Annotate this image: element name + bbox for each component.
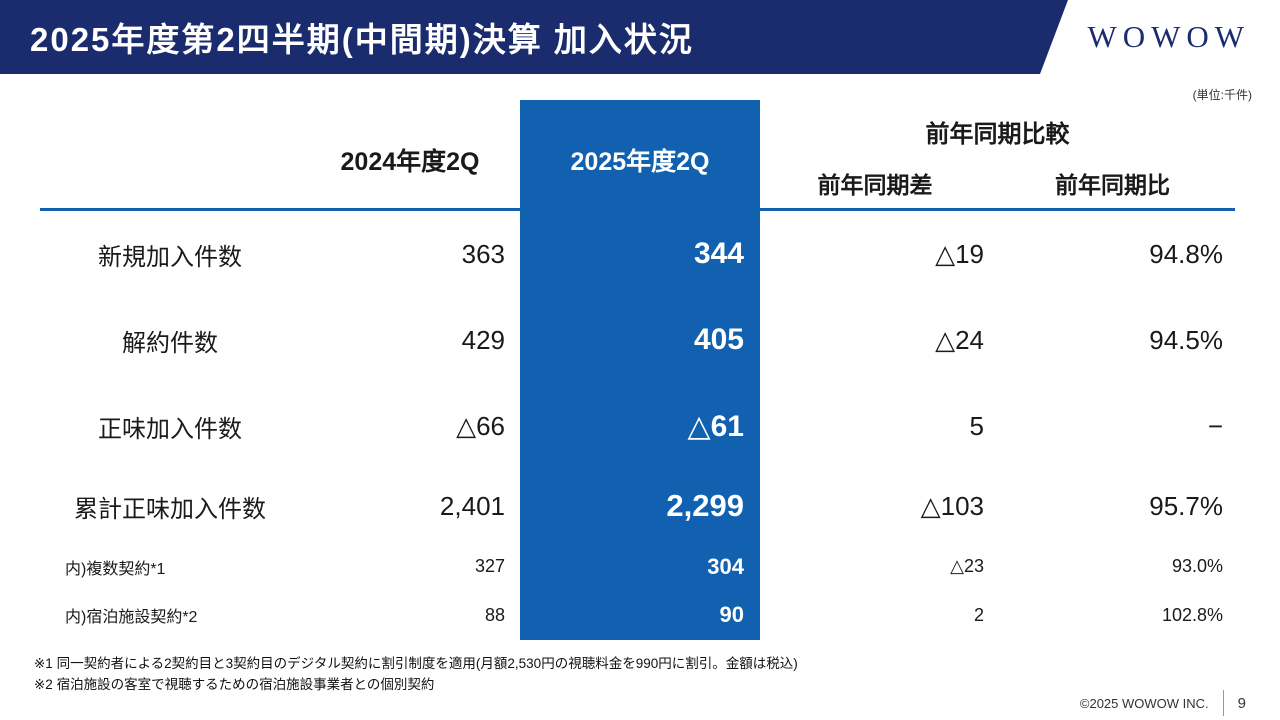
value-yoy-diff: △19 bbox=[935, 238, 984, 269]
value-2025: 405 bbox=[520, 297, 760, 383]
value-yoy-ratio: 95.7% bbox=[1149, 490, 1223, 521]
header-divider-line bbox=[40, 208, 1235, 211]
table-row: 内)複数契約*1 327 304 △23 93.0% bbox=[40, 543, 1235, 590]
row-label: 累計正味加入件数 bbox=[74, 495, 266, 523]
value-yoy-ratio: 94.8% bbox=[1149, 238, 1223, 269]
row-label: 解約件数 bbox=[122, 329, 218, 357]
unit-note: (単位:千件) bbox=[1192, 88, 1252, 102]
header-yoy-subrow: 前年同期差 前年同期比 bbox=[760, 166, 1235, 208]
header-yoy-ratio: 前年同期比 bbox=[1055, 172, 1170, 198]
footnotes: ※1 同一契約者による2契約目と3契約目のデジタル契約に割引制度を適用(月額2,… bbox=[34, 653, 798, 695]
table-header-row: 2024年度2Q 2025年度2Q 前年同期比較 前年同期差 前年同期比 bbox=[40, 100, 1235, 208]
value-yoy-ratio: 94.5% bbox=[1149, 324, 1223, 355]
row-label: 内)複数契約*1 bbox=[65, 560, 166, 578]
table-row: 新規加入件数 363 344 △19 94.8% bbox=[40, 211, 1235, 297]
value-yoy-ratio: − bbox=[1207, 410, 1223, 441]
value-yoy-ratio: 102.8% bbox=[1161, 604, 1223, 625]
value-yoy-diff: 5 bbox=[969, 410, 984, 441]
value-2025: 2,299 bbox=[520, 469, 760, 543]
header-empty-cell bbox=[40, 100, 300, 208]
value-2024: 88 bbox=[484, 604, 505, 625]
header-yoy-group: 前年同期比較 bbox=[925, 121, 1070, 148]
page-number: 9 bbox=[1237, 694, 1246, 712]
header-yoy-diff: 前年同期差 bbox=[817, 172, 933, 198]
table-row: 内)宿泊施設契約*2 88 90 2 102.8% bbox=[40, 590, 1235, 640]
copyright-text: ©2025 WOWOW INC. bbox=[1079, 695, 1209, 711]
table-row: 正味加入件数 △66 △61 5 − bbox=[40, 383, 1235, 469]
row-label: 新規加入件数 bbox=[98, 243, 242, 271]
row-label: 内)宿泊施設契約*2 bbox=[65, 609, 198, 626]
value-2024: 429 bbox=[461, 324, 505, 355]
header-2025: 2025年度2Q bbox=[520, 100, 760, 208]
value-2025: 304 bbox=[520, 543, 760, 590]
table-row: 解約件数 429 405 △24 94.5% bbox=[40, 297, 1235, 383]
slide-footer: ©2025 WOWOW INC. 9 bbox=[1080, 688, 1252, 718]
value-2025: △61 bbox=[520, 383, 760, 469]
value-2024: △66 bbox=[456, 410, 505, 441]
table-row: 累計正味加入件数 2,401 2,299 △103 95.7% bbox=[40, 469, 1235, 543]
row-label: 正味加入件数 bbox=[98, 415, 242, 443]
value-yoy-diff: △23 bbox=[950, 556, 984, 576]
footnote-1: ※1 同一契約者による2契約目と3契約目のデジタル契約に割引制度を適用(月額2,… bbox=[34, 656, 798, 671]
title-bar-background bbox=[0, 0, 1068, 74]
subscriber-table: 2024年度2Q 2025年度2Q 前年同期比較 前年同期差 前年同期比 新規加… bbox=[40, 100, 1235, 640]
value-yoy-ratio: 93.0% bbox=[1171, 556, 1223, 576]
header-2024: 2024年度2Q bbox=[340, 148, 480, 176]
title-bar: 2025年度第2四半期(中間期)決算 加入状況 WOWOW bbox=[0, 0, 1280, 74]
footer-divider bbox=[1222, 690, 1224, 716]
value-2024: 2,401 bbox=[439, 490, 505, 521]
value-yoy-diff: △103 bbox=[920, 490, 984, 521]
value-yoy-diff: 2 bbox=[973, 604, 984, 625]
value-yoy-diff: △24 bbox=[935, 324, 984, 355]
value-2024: 363 bbox=[461, 238, 505, 269]
value-2024: 327 bbox=[474, 556, 505, 576]
footnote-2: ※2 宿泊施設の客室で視聴するための宿泊施設事業者との個別契約 bbox=[34, 677, 435, 692]
value-2025: 90 bbox=[520, 590, 760, 640]
header-yoy-group-cell: 前年同期比較 前年同期差 前年同期比 bbox=[760, 100, 1235, 208]
value-2025: 344 bbox=[520, 211, 760, 297]
slide-title: 2025年度第2四半期(中間期)決算 加入状況 bbox=[30, 21, 694, 58]
wowow-logo: WOWOW bbox=[1087, 19, 1250, 54]
